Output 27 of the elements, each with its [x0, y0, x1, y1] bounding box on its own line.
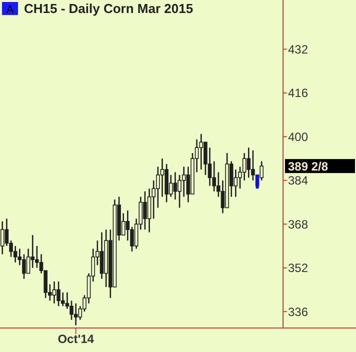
y-tick-label: 336: [288, 304, 308, 319]
candlestick: [260, 160, 264, 182]
candlestick: [173, 172, 178, 200]
candlestick: [246, 146, 251, 178]
chart-title: CH15 - Daily Corn Mar 2015: [24, 1, 194, 16]
candlestick: [26, 248, 30, 274]
y-tick-label: 368: [288, 217, 308, 232]
candlestick: [255, 174, 260, 189]
candlestick: [199, 133, 204, 170]
candlestick: [182, 166, 186, 198]
candlestick: [52, 280, 56, 304]
candlestick: [13, 245, 18, 264]
x-tick-label: Oct'14: [58, 332, 94, 346]
annotation: A: [6, 4, 14, 16]
y-tick-label: 384: [288, 174, 308, 188]
candlestick: [100, 232, 104, 280]
candlestick: [74, 302, 78, 326]
y-tick-label: 400: [288, 130, 308, 144]
candlestick: [251, 150, 255, 182]
y-tick-label: 416: [288, 86, 308, 100]
candlestick: [160, 158, 164, 198]
candlestick: [60, 292, 65, 307]
y-tick-label: 352: [288, 261, 308, 276]
text: 389 2/8: [288, 159, 328, 174]
y-tick-label: 432: [288, 42, 308, 56]
candlestick: [242, 152, 246, 182]
candlestick: [147, 188, 152, 233]
